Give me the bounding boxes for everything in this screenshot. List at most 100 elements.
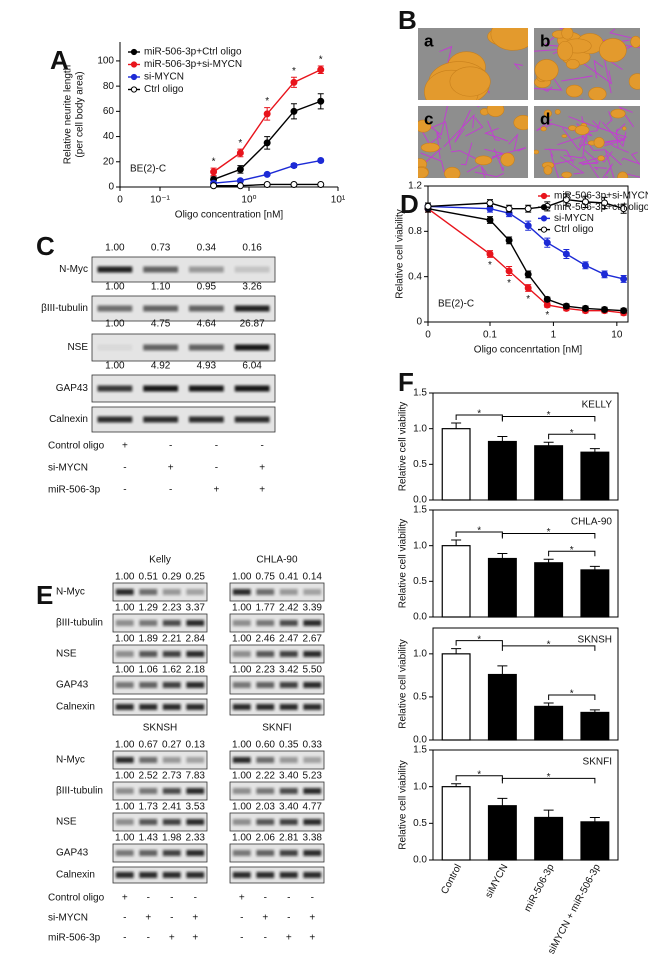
data-point: [236, 182, 244, 190]
cell-body: [418, 167, 429, 178]
treatment-mark: +: [168, 463, 174, 474]
cell-body: [565, 84, 583, 98]
significance-star: *: [477, 769, 481, 780]
cell-body: [500, 152, 515, 167]
significance-bracket: [501, 777, 596, 784]
blot-band: [143, 385, 179, 392]
treatment-mark: +: [259, 485, 265, 496]
data-point: [290, 162, 298, 170]
blot-band: [139, 651, 158, 657]
blot-band: [256, 651, 275, 657]
micrograph-label: d: [540, 109, 550, 128]
cell-body: [599, 38, 627, 63]
blot-band: [162, 589, 181, 595]
blot-band: [97, 385, 133, 392]
plot-frame: [432, 627, 619, 741]
bar: [487, 440, 517, 501]
band-quant: 2.18: [186, 665, 206, 676]
blot-band: [232, 819, 251, 825]
plot-frame: [432, 392, 619, 501]
treatment-mark: -: [169, 485, 172, 496]
treatment-label: Control oligo: [48, 893, 105, 904]
band-quant: 5.50: [303, 665, 323, 676]
data-point: [424, 202, 432, 210]
data-point: [236, 165, 244, 173]
band-quant: 0.27: [162, 740, 182, 751]
blot-band: [186, 682, 205, 688]
band-quant: 2.42: [279, 603, 299, 614]
significance-star: *: [547, 527, 551, 538]
blot-strip: [229, 675, 325, 695]
blot-band: [186, 872, 205, 878]
band-quant: 1.62: [162, 665, 182, 676]
x-tick-label: 0: [425, 330, 431, 341]
treatment-mark: -: [123, 933, 126, 944]
data-point: [317, 97, 325, 105]
treatment-mark: +: [309, 913, 315, 924]
cell-body: [490, 28, 528, 51]
blot-band: [143, 266, 179, 273]
blot-band: [256, 620, 275, 626]
data-point: [620, 307, 628, 315]
treatment-mark: +: [259, 463, 265, 474]
error-bar: [497, 797, 508, 806]
cell-body: [444, 166, 461, 178]
blot-strip: [112, 812, 208, 832]
blot-band: [97, 344, 133, 351]
band-quant: 0.67: [139, 740, 159, 751]
blot-band: [232, 704, 251, 710]
blot-band: [279, 589, 298, 595]
neurite: [542, 86, 553, 92]
blot-band: [162, 872, 181, 878]
neurite: [534, 76, 563, 91]
band-quant: 3.39: [303, 603, 323, 614]
band-quant: 1.00: [232, 771, 252, 782]
band-quant: 1.00: [115, 740, 135, 751]
cell-body: [554, 109, 561, 115]
data-point: [601, 199, 609, 207]
legend-marker: [540, 226, 548, 233]
treatment-mark: +: [262, 913, 268, 924]
data-point: [581, 261, 589, 269]
neurite: [577, 128, 605, 152]
blot-row-label: GAP43: [56, 848, 89, 859]
blot-band: [279, 757, 298, 763]
blot-row-label: Calnexin: [56, 870, 95, 881]
blot-band: [303, 850, 322, 856]
neurite: [604, 148, 622, 178]
blot-strip: [229, 644, 325, 664]
blot-row-label: NSE: [56, 649, 77, 660]
cell-line-label: SKNSH: [578, 635, 612, 646]
data-point: [505, 236, 513, 244]
y-tick-label: 0.0: [413, 855, 427, 866]
band-quant: 0.33: [303, 740, 323, 751]
blot-band: [256, 850, 275, 856]
blot-band: [232, 872, 251, 878]
data-point: [210, 182, 218, 190]
x-tick-label: 0: [117, 195, 123, 206]
blot-band: [139, 850, 158, 856]
band-quant: 3.42: [279, 665, 299, 676]
neurite: [583, 63, 613, 85]
significance-bracket: [501, 416, 596, 422]
neurite: [493, 148, 504, 172]
panel-label: B: [398, 5, 417, 35]
treatment-mark: +: [122, 441, 128, 452]
cell-body: [574, 125, 590, 136]
blot-band: [303, 788, 322, 794]
cell-body: [513, 115, 528, 131]
cell-body: [543, 165, 553, 175]
treatment-label: miR-506-3p: [48, 933, 101, 944]
band-quant: 2.81: [279, 833, 299, 844]
blot-band: [139, 704, 158, 710]
band-quant: 3.26: [242, 282, 262, 293]
band-quant: 3.38: [303, 833, 323, 844]
band-quant: 0.25: [186, 572, 206, 583]
blot-band: [232, 651, 251, 657]
treatment-mark: -: [287, 913, 290, 924]
bar: [441, 653, 471, 741]
legend-marker: [130, 73, 138, 81]
neurite: [536, 119, 554, 131]
x-tick-label: 10: [611, 330, 623, 341]
